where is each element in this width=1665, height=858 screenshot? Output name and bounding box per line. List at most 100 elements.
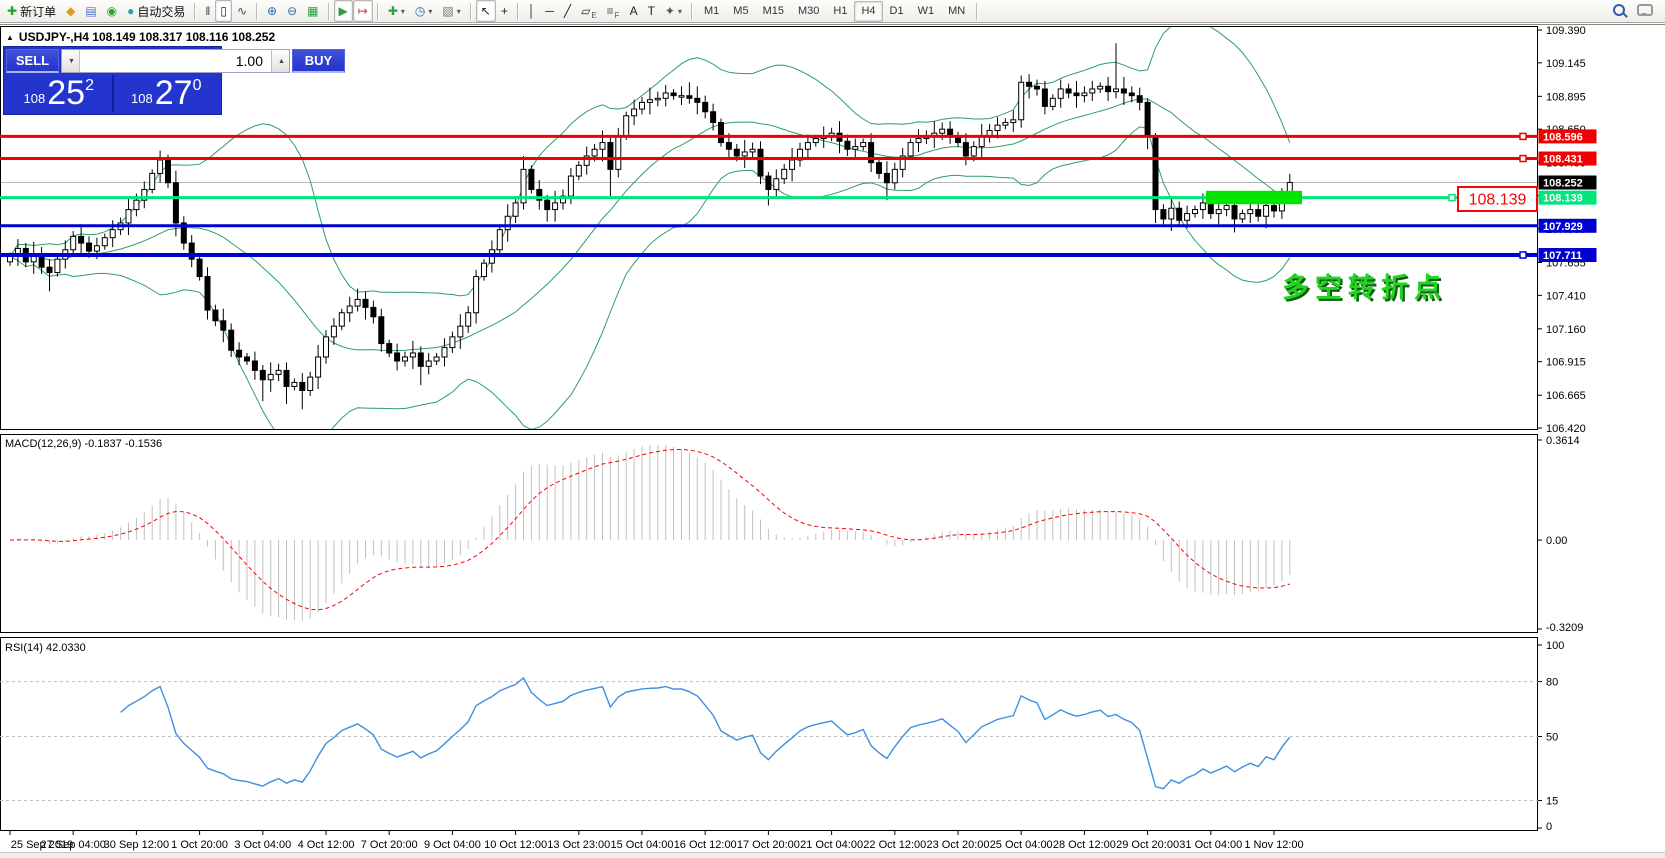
templates-dropdown-icon[interactable]: ▾ xyxy=(456,6,461,16)
highlight-rectangle[interactable] xyxy=(1206,190,1302,205)
candle xyxy=(149,172,156,190)
chart-collapse-icon[interactable]: ▲ xyxy=(6,32,14,42)
search-icon[interactable] xyxy=(1613,3,1625,19)
sell-price-big-figure: 108 xyxy=(23,91,46,106)
macd-area xyxy=(9,445,1291,621)
annotation-text[interactable]: 多空转折点 xyxy=(1282,272,1447,303)
price-tick-label: 107.410 xyxy=(1546,290,1586,302)
horizontal-line-button[interactable]: ─ xyxy=(540,0,559,22)
chart-windows-button[interactable]: ▤ xyxy=(80,0,101,22)
templates-button[interactable]: ▧ ▾ xyxy=(437,0,465,22)
candle xyxy=(1073,92,1080,97)
fibonacci-button[interactable]: ≡ F xyxy=(602,0,625,22)
candle xyxy=(1128,92,1135,97)
market-watch-button[interactable]: ◆ xyxy=(61,0,80,22)
chart-title-bar: ▲ USDJPY-,H4 108.149 108.317 108.116 108… xyxy=(6,30,275,44)
candle xyxy=(1105,85,1112,93)
time-tick-label: 9 Oct 04:00 xyxy=(424,839,481,851)
crosshair-button[interactable]: + xyxy=(496,0,513,22)
rsi-tick-label: 100 xyxy=(1546,640,1564,652)
candle xyxy=(1034,85,1040,90)
timeframe-h4-button[interactable]: H4 xyxy=(854,0,883,22)
candle xyxy=(725,142,732,150)
arrows-button[interactable]: ✦ ▾ xyxy=(660,0,687,22)
auto-trading-label: 自动交易 xyxy=(137,4,186,19)
candle xyxy=(789,159,796,170)
volume-input[interactable] xyxy=(80,50,271,72)
price-axis[interactable]: 109.390109.145108.895108.650108.400108.1… xyxy=(1538,25,1597,833)
text-label-button[interactable]: T xyxy=(643,0,660,22)
candle xyxy=(1026,81,1033,87)
zoom-out-button[interactable]: ⊖ xyxy=(282,0,302,22)
buy-price[interactable]: 108 27 0 xyxy=(114,75,220,112)
candles xyxy=(7,43,1293,410)
chat-icon[interactable] xyxy=(1637,3,1653,19)
timeframe-d1-button[interactable]: D1 xyxy=(889,5,904,17)
timeframe-mn-button[interactable]: MN xyxy=(948,5,966,17)
time-tick-label: 29 Oct 20:00 xyxy=(1116,839,1179,851)
buy-button[interactable]: BUY xyxy=(292,49,345,73)
auto-scroll-button[interactable]: ▶ xyxy=(333,0,353,22)
candle xyxy=(93,245,100,252)
candle xyxy=(891,168,898,184)
tile-windows-icon: ▦ xyxy=(307,4,319,18)
trendline-button[interactable]: ╱ xyxy=(559,0,576,22)
indicators-button[interactable]: ✚ ▾ xyxy=(383,0,410,22)
hline-handle[interactable] xyxy=(1448,193,1456,202)
new-order-button[interactable]: ✚ 新订单 xyxy=(2,0,61,22)
candlestick-mode-icon: ▯ xyxy=(220,4,227,18)
text-button[interactable]: A xyxy=(625,0,643,22)
candle xyxy=(552,202,559,211)
hline-handle[interactable] xyxy=(1519,154,1527,163)
buy-price-big-figure: 108 xyxy=(131,91,153,106)
candlestick-mode-button[interactable]: ▯ xyxy=(215,0,232,22)
candle xyxy=(599,142,606,150)
timeframe-m15-button[interactable]: M15 xyxy=(762,5,784,17)
chart-shift-button[interactable]: ↦ xyxy=(352,0,373,22)
hline-handle[interactable] xyxy=(1519,132,1527,141)
candle xyxy=(1089,88,1096,94)
indicators-icon: ✚ xyxy=(387,4,398,18)
tile-windows-button[interactable]: ▦ xyxy=(302,0,323,22)
sell-button[interactable]: SELL xyxy=(6,49,59,73)
cursor-button[interactable]: ↖ xyxy=(475,0,496,22)
candle xyxy=(449,336,456,349)
line-chart-mode-button[interactable]: ∿ xyxy=(232,0,252,22)
signal-button[interactable]: ◉ xyxy=(102,0,122,22)
candle xyxy=(1271,205,1277,212)
toolbar-separator xyxy=(516,2,519,20)
arrows-dropdown-icon[interactable]: ▾ xyxy=(677,6,682,16)
auto-trading-button[interactable]: ● 自动交易 xyxy=(122,0,190,22)
candle xyxy=(1263,205,1270,217)
price-badge xyxy=(1538,190,1597,205)
candle xyxy=(291,381,298,387)
hline-handle[interactable] xyxy=(1519,251,1527,259)
equidistant-channel-button[interactable]: ▱ E xyxy=(576,0,602,22)
sell-price[interactable]: 108 25 2 xyxy=(6,75,114,112)
zoom-in-button[interactable]: ⊕ xyxy=(262,0,282,22)
candle xyxy=(70,235,77,251)
volume-decrease-button[interactable]: ▼ xyxy=(62,50,80,72)
price-label-box[interactable] xyxy=(1457,186,1538,212)
timeframe-h1-button[interactable]: H1 xyxy=(833,5,848,17)
annotation-text[interactable]: 多空转折点 xyxy=(1284,274,1449,305)
periods-button[interactable]: ◷ ▾ xyxy=(410,0,438,22)
toolbar-separator xyxy=(327,2,330,20)
price-badge xyxy=(1538,247,1597,262)
candle xyxy=(188,242,195,260)
bar-chart-mode-button[interactable]: ‖ xyxy=(200,0,215,22)
timeframe-w1-button[interactable]: W1 xyxy=(917,5,935,17)
timeframe-m5-button[interactable]: M5 xyxy=(733,5,749,17)
time-tick-label: 13 Oct 23:00 xyxy=(547,839,610,851)
vertical-line-button[interactable]: │ xyxy=(523,0,541,22)
volume-increase-button[interactable]: ▲ xyxy=(271,50,289,72)
indicators-dropdown-icon[interactable]: ▾ xyxy=(400,6,405,16)
periods-dropdown-icon[interactable]: ▾ xyxy=(428,6,433,16)
zoom-out-icon: ⊖ xyxy=(287,4,298,18)
window-top-edge xyxy=(0,24,1665,25)
candle xyxy=(86,242,92,252)
timeframe-m1-button[interactable]: M1 xyxy=(704,5,720,17)
timeframe-m30-button[interactable]: M30 xyxy=(797,5,820,17)
